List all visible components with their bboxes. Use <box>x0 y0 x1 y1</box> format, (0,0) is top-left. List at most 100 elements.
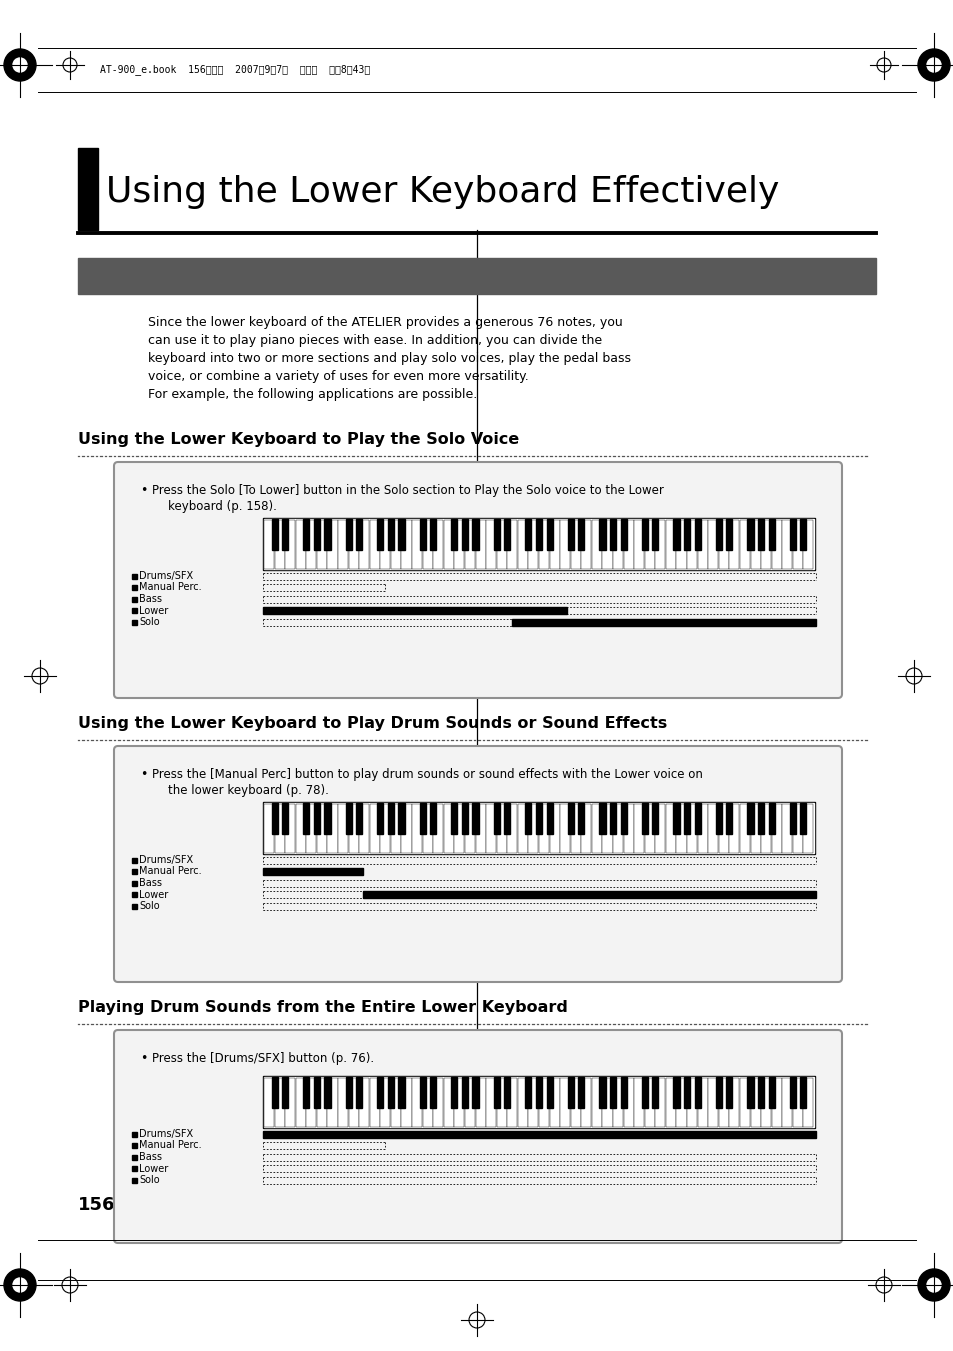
Bar <box>567 1077 573 1108</box>
Circle shape <box>926 1278 940 1292</box>
Bar <box>337 804 348 852</box>
Bar <box>314 519 319 550</box>
Bar <box>517 804 527 852</box>
Bar <box>362 892 815 898</box>
Text: Press the Solo [To Lower] button in the Solo section to Play the Solo voice to t: Press the Solo [To Lower] button in the … <box>152 484 663 497</box>
Bar <box>768 1077 774 1108</box>
Bar <box>433 520 443 569</box>
Text: Playing Drum Sounds from the Entire Lower Keyboard: Playing Drum Sounds from the Entire Lowe… <box>78 1000 567 1015</box>
Bar <box>306 1078 316 1127</box>
Bar <box>472 802 478 834</box>
Bar <box>475 804 485 852</box>
Bar <box>652 519 658 550</box>
Bar <box>370 520 379 569</box>
Text: voice, or combine a variety of uses for even more versatility.: voice, or combine a variety of uses for … <box>148 370 528 382</box>
Bar <box>355 1077 362 1108</box>
Bar <box>747 802 753 834</box>
Bar <box>132 869 137 874</box>
Bar <box>327 1078 337 1127</box>
Bar <box>707 520 718 569</box>
Bar <box>725 1077 732 1108</box>
Text: Manual Perc.: Manual Perc. <box>139 582 201 593</box>
Bar <box>578 1077 584 1108</box>
Bar <box>282 519 288 550</box>
Bar <box>493 1077 499 1108</box>
Bar <box>580 804 591 852</box>
Bar <box>263 1131 815 1138</box>
Bar <box>430 1077 436 1108</box>
Bar <box>758 1077 763 1108</box>
Bar <box>285 520 294 569</box>
Bar <box>348 520 358 569</box>
Bar <box>528 520 537 569</box>
Bar <box>324 1077 330 1108</box>
Bar <box>132 608 137 613</box>
Bar <box>591 1078 601 1127</box>
Bar <box>517 1078 527 1127</box>
Text: Lower: Lower <box>139 605 168 616</box>
Bar <box>430 802 436 834</box>
Bar <box>306 520 316 569</box>
Text: •: • <box>140 484 147 497</box>
Bar <box>412 1078 422 1127</box>
Bar <box>493 519 499 550</box>
Bar <box>644 1078 654 1127</box>
Bar <box>559 1078 570 1127</box>
Bar <box>740 1078 749 1127</box>
Bar <box>578 802 584 834</box>
Bar <box>570 1078 580 1127</box>
Bar <box>528 804 537 852</box>
Bar <box>686 520 697 569</box>
Circle shape <box>917 1269 949 1301</box>
Bar <box>303 1077 309 1108</box>
Bar <box>497 1078 506 1127</box>
Bar <box>433 804 443 852</box>
Bar <box>132 1132 137 1136</box>
Bar <box>694 802 700 834</box>
Bar <box>391 804 400 852</box>
Bar <box>475 1078 485 1127</box>
Bar <box>546 1077 552 1108</box>
Bar <box>623 520 633 569</box>
Bar <box>570 520 580 569</box>
Bar <box>634 520 643 569</box>
Bar <box>132 881 137 885</box>
Bar <box>314 1077 319 1108</box>
Text: •: • <box>140 767 147 781</box>
Text: keyboard (p. 158).: keyboard (p. 158). <box>168 500 276 513</box>
Bar <box>538 1078 549 1127</box>
Text: Bass: Bass <box>139 594 162 604</box>
Bar <box>314 802 319 834</box>
Bar <box>718 804 728 852</box>
Bar <box>264 520 274 569</box>
Bar <box>567 802 573 834</box>
Bar <box>758 519 763 550</box>
Bar <box>401 1078 411 1127</box>
Bar <box>715 802 721 834</box>
Bar <box>355 519 362 550</box>
Text: keyboard into two or more sections and play solo voices, play the pedal bass: keyboard into two or more sections and p… <box>148 353 630 365</box>
Bar <box>718 520 728 569</box>
Bar <box>475 520 485 569</box>
Text: Lower: Lower <box>139 1163 168 1174</box>
Bar <box>451 802 457 834</box>
Text: Lower: Lower <box>139 889 168 900</box>
Bar <box>306 804 316 852</box>
Bar <box>132 1143 137 1148</box>
Bar <box>800 519 805 550</box>
Bar <box>419 519 425 550</box>
Bar <box>497 520 506 569</box>
Bar <box>602 804 612 852</box>
Bar <box>673 1077 679 1108</box>
Bar <box>337 520 348 569</box>
Text: Since the lower keyboard of the ATELIER provides a generous 76 notes, you: Since the lower keyboard of the ATELIER … <box>148 316 622 330</box>
Bar <box>652 802 658 834</box>
Bar <box>771 804 781 852</box>
Bar <box>602 520 612 569</box>
Bar <box>641 519 647 550</box>
Bar <box>451 1077 457 1108</box>
Bar <box>132 620 137 624</box>
Bar <box>641 802 647 834</box>
Bar <box>461 519 468 550</box>
Bar <box>359 520 369 569</box>
